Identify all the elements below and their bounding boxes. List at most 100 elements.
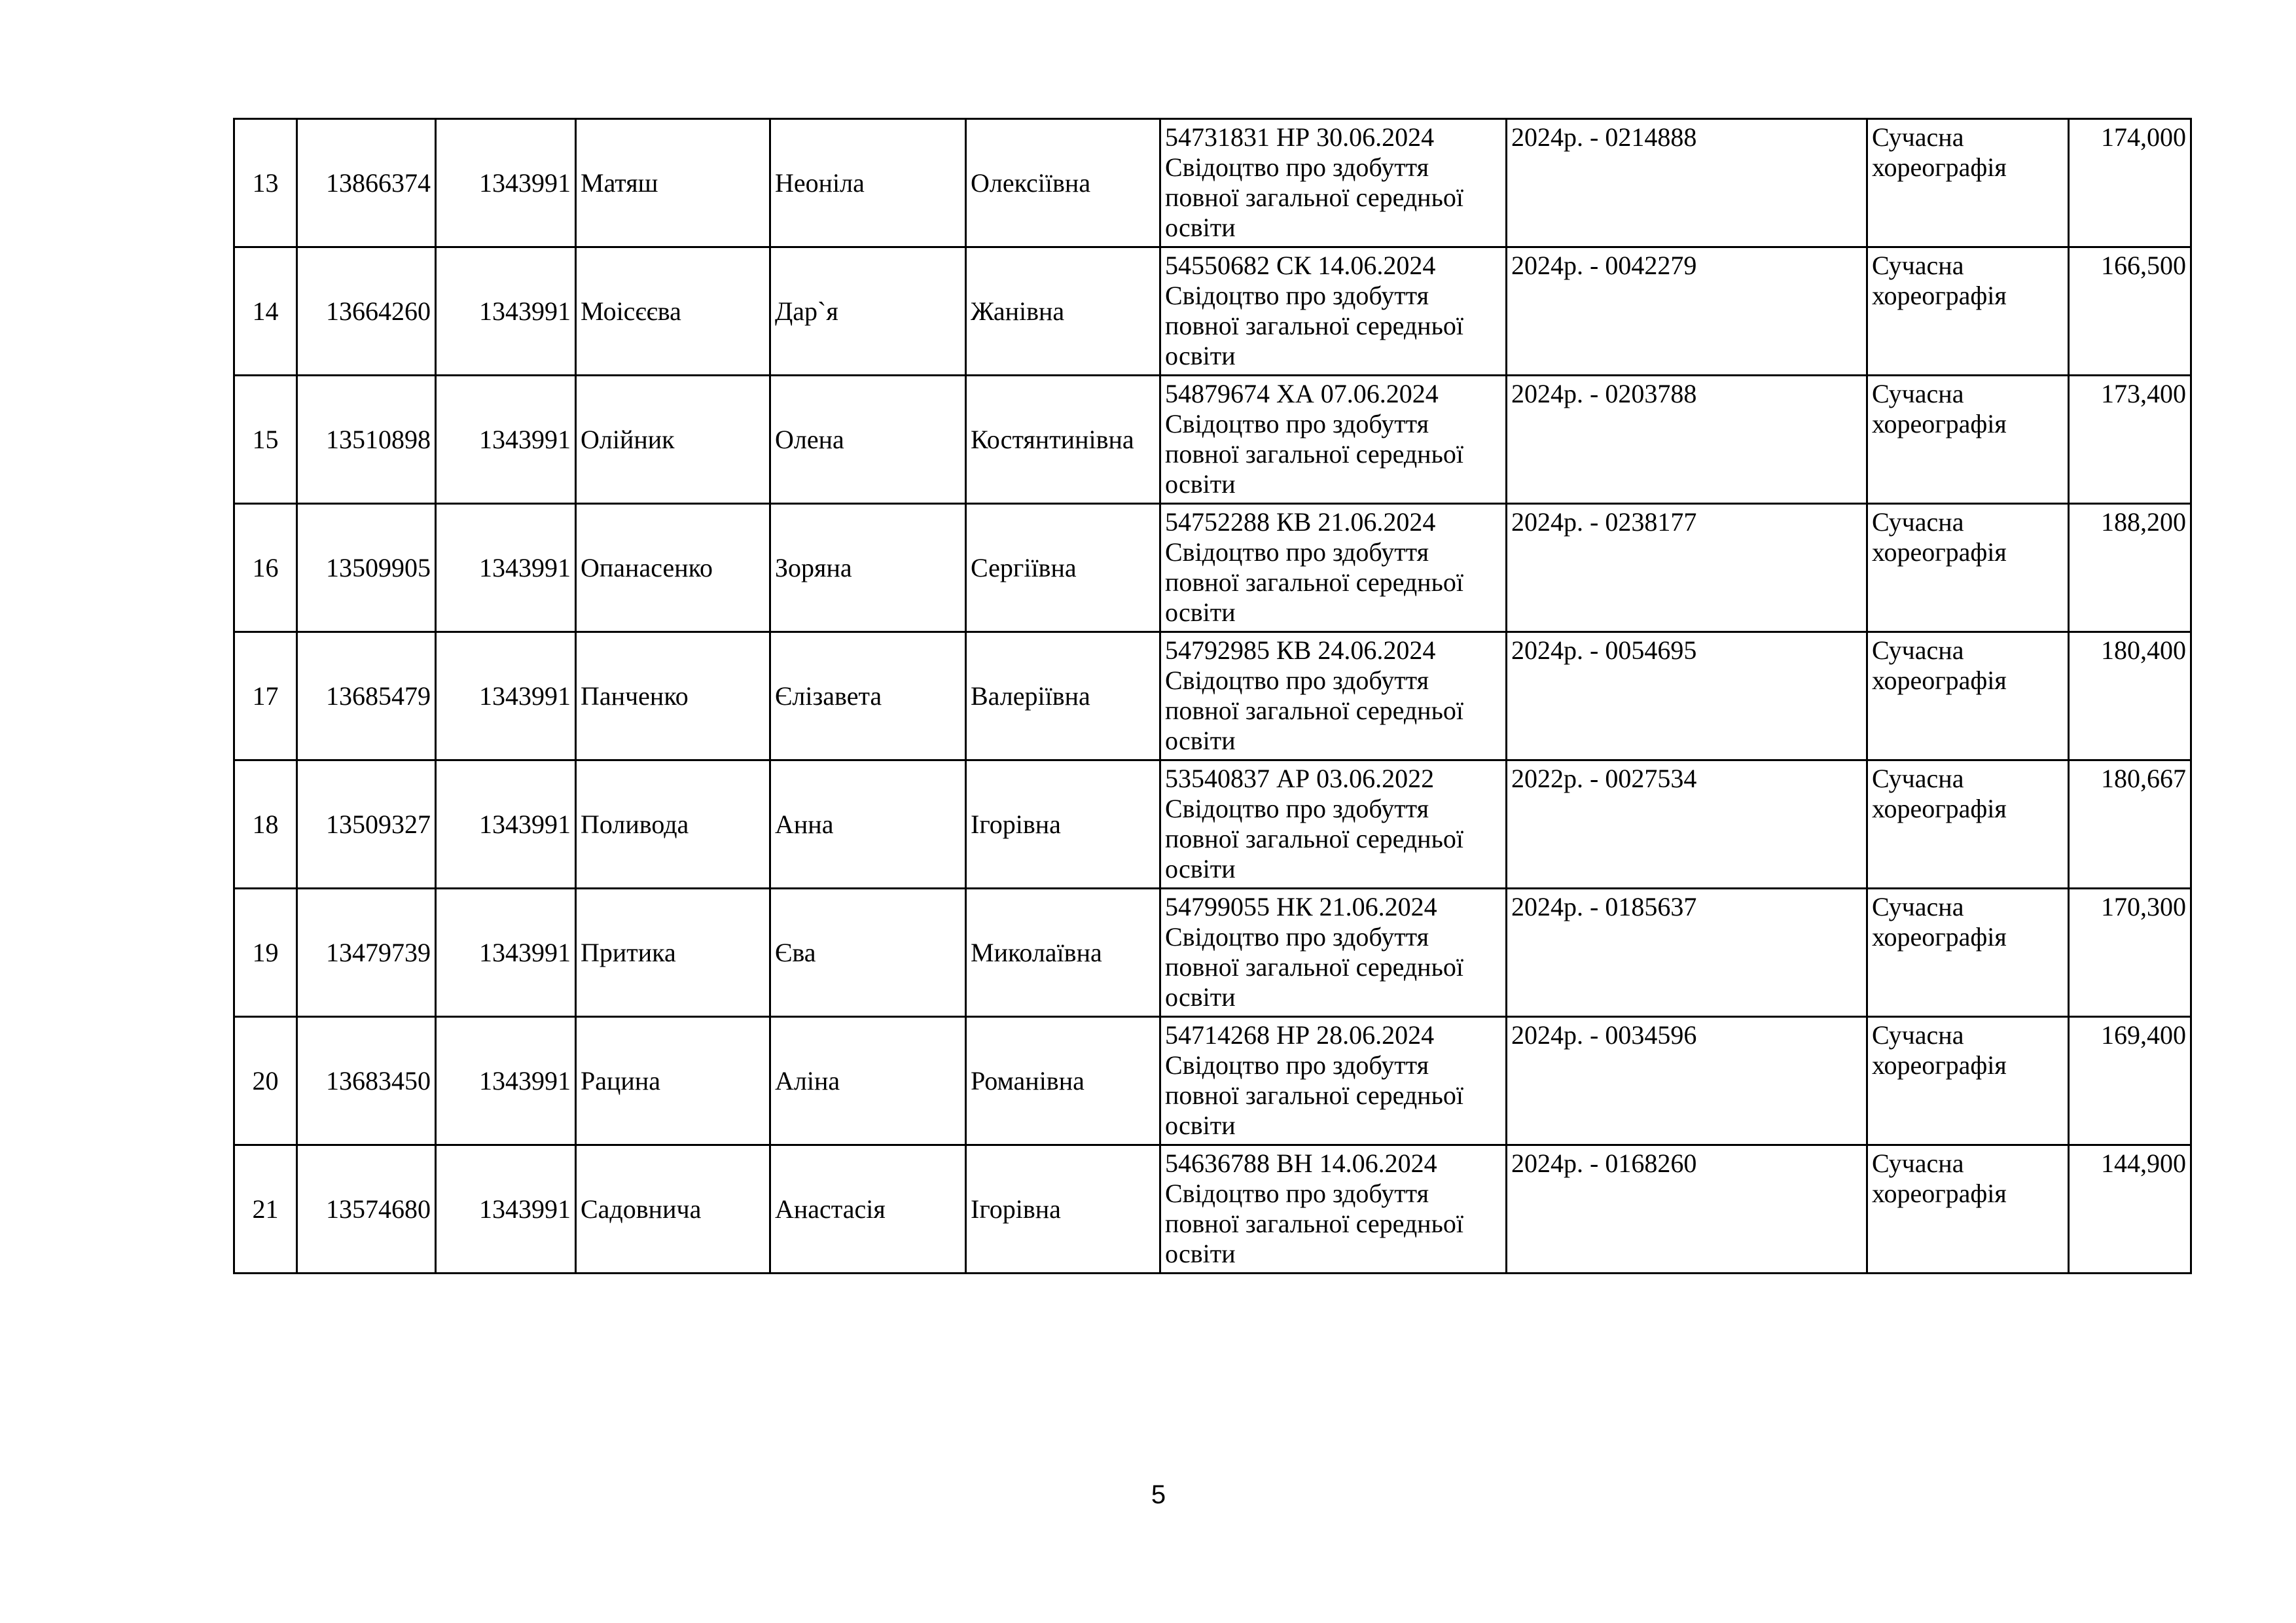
certificate-number-cell: 2024р. - 0054695	[1505, 631, 1868, 761]
table-row: 21 13574680 1343991 Садовнича Анастасія Ігорі…	[233, 1144, 2192, 1274]
table-row: 15 13510898 1343991 Олійник Олена Костянтинів…	[233, 374, 2192, 505]
patronymic-cell: Костянтинівна	[965, 374, 1161, 505]
competitive-score-cell: 180,667	[2068, 759, 2192, 889]
table-row: 17 13685479 1343991 Панченко Єлізавета Валері…	[233, 631, 2192, 761]
first-name-cell: Олена	[769, 374, 967, 505]
first-name-cell: Єлізавета	[769, 631, 967, 761]
first-name-cell: Дар`я	[769, 246, 967, 376]
education-document-cell: 54550682 СК 14.06.2024 Свідоцтво про здоб…	[1159, 246, 1507, 376]
competitive-score-cell: 166,500	[2068, 246, 2192, 376]
certificate-number-cell: 2024р. - 0042279	[1505, 246, 1868, 376]
table-row: 18 13509327 1343991 Поливода Анна Ігорівна 535…	[233, 759, 2192, 889]
offer-code-cell: 1343991	[435, 887, 577, 1018]
document-type: Свідоцтво про здобуття повної загальної …	[1165, 281, 1463, 370]
row-number-cell: 14	[233, 246, 298, 376]
application-id-cell: 13509905	[296, 503, 437, 633]
education-document-cell: 54752288 КВ 21.06.2024 Свідоцтво про здоб…	[1159, 503, 1507, 633]
patronymic-cell: Сергіївна	[965, 503, 1161, 633]
document-type: Свідоцтво про здобуття повної загальної …	[1165, 666, 1463, 755]
patronymic-cell: Олексіївна	[965, 118, 1161, 248]
document-type: Свідоцтво про здобуття повної загальної …	[1165, 1050, 1463, 1140]
certificate-number-cell: 2024р. - 0034596	[1505, 1016, 1868, 1146]
surname-cell: Олійник	[575, 374, 771, 505]
surname-cell: Притика	[575, 887, 771, 1018]
row-number-cell: 17	[233, 631, 298, 761]
specialty-cell: Сучасна хореографія	[1866, 631, 2070, 761]
row-number-cell: 20	[233, 1016, 298, 1146]
row-number-cell: 13	[233, 118, 298, 248]
certificate-number-cell: 2024р. - 0168260	[1505, 1144, 1868, 1274]
surname-cell: Опанасенко	[575, 503, 771, 633]
document-number: 54879674 ХА 07.06.2024	[1165, 379, 1439, 408]
table-row: 19 13479739 1343991 Притика Єва Миколаївна 547…	[233, 887, 2192, 1018]
application-id-cell: 13510898	[296, 374, 437, 505]
row-number-cell: 19	[233, 887, 298, 1018]
patronymic-cell: Ігорівна	[965, 1144, 1161, 1274]
certificate-number-cell: 2022р. - 0027534	[1505, 759, 1868, 889]
document-number: 54731831 НР 30.06.2024	[1165, 122, 1435, 152]
document-type: Свідоцтво про здобуття повної загальної …	[1165, 922, 1463, 1012]
education-document-cell: 54731831 НР 30.06.2024 Свідоцтво про здоб…	[1159, 118, 1507, 248]
document-type: Свідоцтво про здобуття повної загальної …	[1165, 537, 1463, 627]
document-type: Свідоцтво про здобуття повної загальної …	[1165, 409, 1463, 499]
first-name-cell: Зоряна	[769, 503, 967, 633]
application-id-cell: 13664260	[296, 246, 437, 376]
offer-code-cell: 1343991	[435, 118, 577, 248]
specialty-cell: Сучасна хореографія	[1866, 246, 2070, 376]
offer-code-cell: 1343991	[435, 631, 577, 761]
surname-cell: Поливода	[575, 759, 771, 889]
table-row: 16 13509905 1343991 Опанасенко Зоряна Сергіїв…	[233, 503, 2192, 633]
first-name-cell: Аліна	[769, 1016, 967, 1146]
certificate-number-cell: 2024р. - 0185637	[1505, 887, 1868, 1018]
table-row: 20 13683450 1343991 Рацина Аліна Романівна 547…	[233, 1016, 2192, 1146]
patronymic-cell: Миколаївна	[965, 887, 1161, 1018]
specialty-cell: Сучасна хореографія	[1866, 1016, 2070, 1146]
document-number: 54636788 ВН 14.06.2024	[1165, 1149, 1437, 1178]
surname-cell: Панченко	[575, 631, 771, 761]
document-number: 54752288 КВ 21.06.2024	[1165, 507, 1436, 537]
document-number: 54714268 НР 28.06.2024	[1165, 1020, 1435, 1050]
table-row: 13 13866374 1343991 Матяш Неоніла Олексіївна 5…	[233, 118, 2192, 248]
certificate-number-cell: 2024р. - 0203788	[1505, 374, 1868, 505]
document-number: 53540837 АР 03.06.2022	[1165, 764, 1435, 793]
specialty-cell: Сучасна хореографія	[1866, 374, 2070, 505]
education-document-cell: 54799055 НК 21.06.2024 Свідоцтво про здоб…	[1159, 887, 1507, 1018]
specialty-cell: Сучасна хореографія	[1866, 503, 2070, 633]
specialty-cell: Сучасна хореографія	[1866, 759, 2070, 889]
offer-code-cell: 1343991	[435, 1144, 577, 1274]
competitive-score-cell: 170,300	[2068, 887, 2192, 1018]
first-name-cell: Анастасія	[769, 1144, 967, 1274]
patronymic-cell: Жанівна	[965, 246, 1161, 376]
table-row: 14 13664260 1343991 Моісєєва Дар`я Жанівна 545…	[233, 246, 2192, 376]
page-number: 5	[1151, 1480, 1166, 1509]
specialty-cell: Сучасна хореографія	[1866, 887, 2070, 1018]
first-name-cell: Анна	[769, 759, 967, 889]
surname-cell: Рацина	[575, 1016, 771, 1146]
surname-cell: Матяш	[575, 118, 771, 248]
patronymic-cell: Валеріївна	[965, 631, 1161, 761]
education-document-cell: 54636788 ВН 14.06.2024 Свідоцтво про здоб…	[1159, 1144, 1507, 1274]
offer-code-cell: 1343991	[435, 759, 577, 889]
applicants-table: 13 13866374 1343991 Матяш Неоніла Олексіївна 5…	[233, 118, 2192, 1274]
application-id-cell: 13479739	[296, 887, 437, 1018]
competitive-score-cell: 144,900	[2068, 1144, 2192, 1274]
education-document-cell: 53540837 АР 03.06.2022 Свідоцтво про здоб…	[1159, 759, 1507, 889]
competitive-score-cell: 174,000	[2068, 118, 2192, 248]
row-number-cell: 18	[233, 759, 298, 889]
application-id-cell: 13574680	[296, 1144, 437, 1274]
row-number-cell: 21	[233, 1144, 298, 1274]
document-number: 54792985 КВ 24.06.2024	[1165, 635, 1436, 665]
patronymic-cell: Ігорівна	[965, 759, 1161, 889]
specialty-cell: Сучасна хореографія	[1866, 118, 2070, 248]
competitive-score-cell: 188,200	[2068, 503, 2192, 633]
document-number: 54550682 СК 14.06.2024	[1165, 251, 1436, 280]
competitive-score-cell: 173,400	[2068, 374, 2192, 505]
application-id-cell: 13509327	[296, 759, 437, 889]
certificate-number-cell: 2024р. - 0238177	[1505, 503, 1868, 633]
application-id-cell: 13683450	[296, 1016, 437, 1146]
patronymic-cell: Романівна	[965, 1016, 1161, 1146]
document-type: Свідоцтво про здобуття повної загальної …	[1165, 1179, 1463, 1268]
offer-code-cell: 1343991	[435, 503, 577, 633]
education-document-cell: 54714268 НР 28.06.2024 Свідоцтво про здоб…	[1159, 1016, 1507, 1146]
document-number: 54799055 НК 21.06.2024	[1165, 892, 1437, 921]
